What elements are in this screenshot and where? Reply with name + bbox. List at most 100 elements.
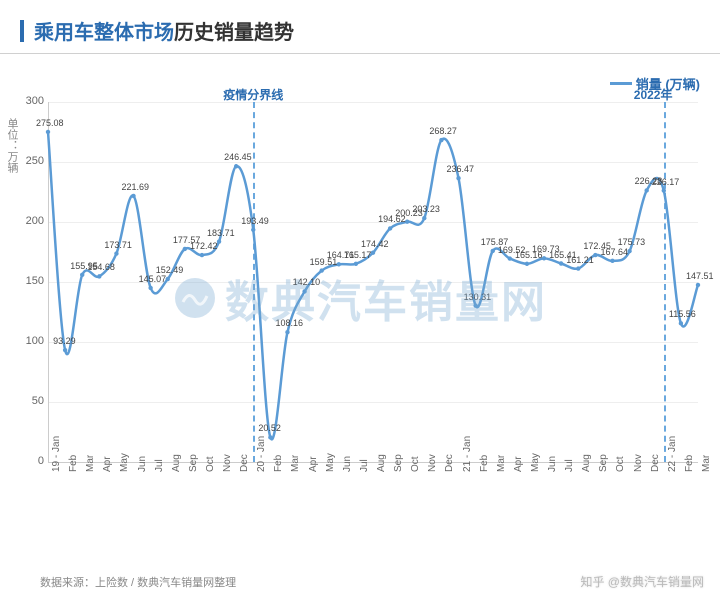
line-series: [0, 0, 708, 472]
x-tick-label: Oct: [615, 456, 626, 472]
point-label: 174.42: [361, 239, 389, 249]
data-point: [662, 188, 666, 192]
data-point: [46, 130, 50, 134]
data-point: [63, 348, 67, 352]
x-tick-label: Feb: [273, 455, 284, 472]
data-point: [148, 286, 152, 290]
point-label: 130.31: [464, 292, 492, 302]
x-tick-label: Feb: [684, 455, 695, 472]
point-label: 193.49: [241, 216, 269, 226]
data-point: [234, 164, 238, 168]
x-tick-label: Sep: [393, 454, 404, 472]
data-point: [525, 262, 529, 266]
x-tick-label: Aug: [581, 454, 592, 472]
attribution-watermark: 知乎 @数典汽车销量网: [580, 573, 704, 590]
point-label: 154.68: [87, 262, 115, 272]
point-label: 145.07: [139, 274, 167, 284]
data-point: [491, 249, 495, 253]
x-tick-label: Jul: [564, 459, 575, 472]
data-point: [251, 228, 255, 232]
data-point: [576, 266, 580, 270]
x-tick-label: Apr: [513, 456, 524, 472]
point-label: 175.73: [618, 237, 646, 247]
x-tick-label: Sep: [598, 454, 609, 472]
data-point: [217, 239, 221, 243]
data-point: [319, 268, 323, 272]
x-tick-label: Nov: [427, 454, 438, 472]
x-tick-label: Jun: [342, 456, 353, 472]
x-tick-label: Aug: [376, 454, 387, 472]
point-label: 167.64: [600, 247, 628, 257]
x-tick-label: Jun: [137, 456, 148, 472]
x-tick-label: Dec: [650, 454, 661, 472]
point-label: 108.16: [275, 318, 303, 328]
point-label: 93.29: [53, 336, 76, 346]
series-line: [48, 132, 698, 439]
data-point: [183, 247, 187, 251]
point-label: 275.08: [36, 118, 64, 128]
point-label: 173.71: [104, 240, 132, 250]
x-tick-label: Feb: [68, 455, 79, 472]
point-label: 236.47: [447, 164, 475, 174]
x-tick-label: Mar: [85, 455, 96, 472]
point-label: 203.23: [412, 204, 440, 214]
data-point: [456, 176, 460, 180]
data-point: [97, 274, 101, 278]
point-label: 226.17: [652, 177, 680, 187]
data-point: [627, 249, 631, 253]
data-point: [371, 250, 375, 254]
x-tick-label: Dec: [239, 454, 250, 472]
point-label: 246.45: [224, 152, 252, 162]
data-point: [542, 256, 546, 260]
x-tick-label: Sep: [188, 454, 199, 472]
x-tick-label: Apr: [102, 456, 113, 472]
data-point: [473, 303, 477, 307]
x-tick-label: Oct: [205, 456, 216, 472]
data-point: [166, 277, 170, 281]
x-tick-label: Mar: [290, 455, 301, 472]
source-text: 数据来源：上险数 / 数典汽车销量网整理: [40, 574, 236, 590]
data-point: [559, 261, 563, 265]
x-tick-label: Jul: [154, 459, 165, 472]
data-point: [200, 253, 204, 257]
x-tick-label: May: [325, 453, 336, 472]
x-tick-label: Nov: [633, 454, 644, 472]
data-point: [268, 435, 272, 439]
data-point: [388, 226, 392, 230]
point-label: 20.52: [258, 423, 281, 433]
x-tick-label: 22 - Jan: [667, 436, 678, 472]
point-label: 147.51: [686, 271, 714, 281]
data-point: [696, 283, 700, 287]
point-label: 115.56: [669, 309, 696, 319]
x-tick-label: 20 - Jan: [256, 436, 267, 472]
x-tick-label: Oct: [410, 456, 421, 472]
data-point: [610, 259, 614, 263]
data-point: [679, 321, 683, 325]
x-tick-label: 19 - Jan: [51, 436, 62, 472]
data-point: [593, 253, 597, 257]
data-point: [337, 262, 341, 266]
data-point: [508, 256, 512, 260]
point-label: 172.42: [190, 241, 218, 251]
x-tick-label: Jun: [547, 456, 558, 472]
x-tick-label: Mar: [701, 455, 712, 472]
data-point: [644, 188, 648, 192]
data-point: [80, 273, 84, 277]
data-point: [422, 216, 426, 220]
x-tick-label: Dec: [444, 454, 455, 472]
point-label: 142.10: [293, 277, 321, 287]
data-point: [405, 220, 409, 224]
x-tick-label: 21 - Jan: [462, 436, 473, 472]
x-tick-label: Jul: [359, 459, 370, 472]
data-point: [114, 251, 118, 255]
point-label: 268.27: [429, 126, 457, 136]
point-label: 183.71: [207, 228, 235, 238]
x-tick-label: Apr: [308, 456, 319, 472]
data-point: [131, 194, 135, 198]
x-tick-label: Feb: [479, 455, 490, 472]
data-point: [285, 330, 289, 334]
data-point: [354, 262, 358, 266]
data-point: [439, 138, 443, 142]
x-tick-label: May: [530, 453, 541, 472]
point-label: 152.49: [156, 265, 184, 275]
